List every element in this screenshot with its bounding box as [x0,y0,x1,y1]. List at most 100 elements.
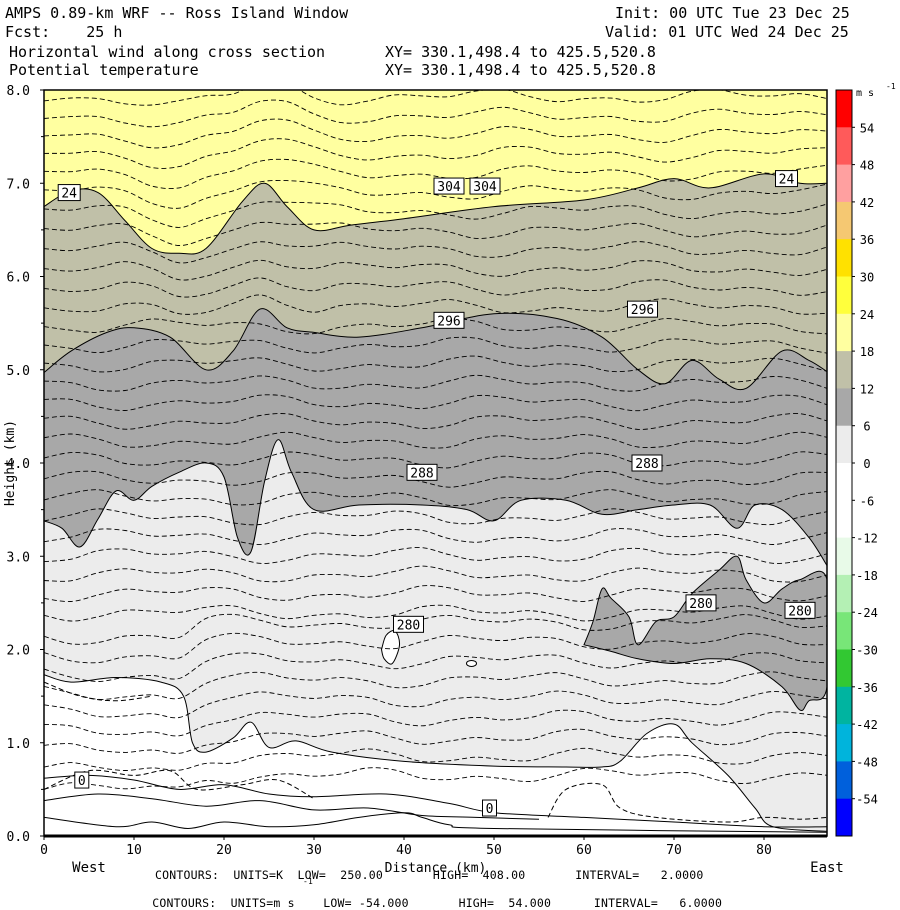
isotherm-16 [44,470,827,488]
colorbar-level-label: -18 [856,569,878,583]
header-line2-right: Valid: 01 UTC Wed 24 Dec 25 [605,23,849,41]
colorbar-swatch [836,463,852,501]
wind-label-1: 24 [775,170,798,188]
x-tick-label: 30 [306,843,322,858]
cross-section-chart: 304 304 296 296 288 288 280 280 280 24 24 0 0 0.0 1.0 2… [3,63,896,876]
colorbar-swatch [836,798,852,837]
isotherm-label-5: 288 [631,454,663,472]
isotherm-2 [44,728,827,754]
isotherm-label-6: 280 [393,615,424,633]
y-tick-label: 5.0 [7,364,30,379]
isotherm-10 [44,585,827,603]
wind-label-box [57,184,81,202]
isotherm-15 [44,489,827,507]
colorbar-level-label: 54 [860,121,874,135]
colorbar-level-label: 24 [860,308,874,322]
isotherm-5 [44,671,827,700]
y-axis-label: Height (km) [3,420,18,506]
isotherm-label-box [631,454,663,472]
x-end-label-east: East [810,860,844,876]
isotherm-8 [44,613,827,645]
colorbar-swatch [836,500,852,539]
header-line3-right: XY= 330.1,498.4 to 425.5,520.8 [385,43,656,61]
wind-closed-contour-6 [380,630,401,665]
x-axis-label: Distance (km) [385,861,487,876]
x-tick-label: 0 [40,843,48,858]
isotherm-30 [44,201,827,228]
isotherm-33 [44,138,827,169]
isotherm-label-text: 304 [437,180,461,195]
colorbar-level-label: 36 [860,233,874,247]
x-tick-label: 50 [486,843,502,858]
x-end-label-west: West [72,860,106,876]
colorbar-swatch [836,537,852,576]
colorbar-level-label: -36 [856,681,878,695]
colorbar-level-label: -42 [856,718,878,732]
isotherm-label-8: 280 [784,601,816,619]
colorbar-level-label: -54 [856,793,878,807]
isotherm-3 [44,709,827,737]
header-line1-left: AMPS 0.89-km WRF -- Ross Island Window [5,4,349,22]
isotherm-27 [44,259,827,281]
isotherm-label-7: 280 [685,594,717,612]
isotherm-label-text: 296 [631,303,654,318]
isotherm-29 [44,221,827,246]
colorbar-level-label: 48 [860,159,874,173]
isotherm-22 [44,355,827,373]
isotherm-label-text: 280 [397,618,420,633]
colorbar-units-sup: -1 [886,82,896,91]
isotherm-label-text: 304 [473,180,497,195]
isotherm-34 [44,118,827,149]
colorbar-level-label: 6 [863,420,870,434]
isotherm-37 [44,63,827,85]
isotherm-12 [44,547,827,564]
colorbar-swatch [836,127,852,166]
isotherm-label-box [627,300,658,318]
header-line1-right: Init: 00 UTC Tue 23 Dec 25 [615,4,850,22]
header-line2-left: Fcst: 25 h [5,23,123,41]
isotherm-23 [44,336,827,354]
isotherm-label-text: 288 [410,466,433,481]
colorbar-swatch [836,164,852,203]
isotherm-label-box [685,594,717,612]
isotherm-label-box [784,601,816,619]
isotherm-label-box [393,615,424,633]
colorbar-swatch [836,761,852,800]
footer-wind-text: CONTOURS: UNITS=m s LOW= -54.000 HIGH= 5… [152,896,723,910]
wind-negative-contour-0 [44,681,153,702]
isotherm-19 [44,413,827,430]
wind-label-2: 0 [74,771,90,789]
colorbar-level-label: 18 [860,345,874,359]
colorbar-swatch [836,612,852,650]
isotherm-24 [44,317,827,335]
wind-label-box [482,799,497,817]
wind-band-fill-24-30 [44,90,827,255]
isotherm-9 [44,604,827,622]
isotherm-label-box [406,463,438,481]
isotherm-4 [44,690,827,719]
isotherm-label-text: 288 [635,457,658,472]
colorbar-level-label: 42 [860,196,874,210]
isotherm-label-text: 280 [788,604,811,619]
isotherm-14 [44,508,827,526]
isotherm-31 [44,180,827,209]
x-tick-label: 70 [666,843,682,858]
colorbar-level-label: 0 [863,457,870,471]
header-line4-left: Potential temperature [9,61,199,79]
y-tick-label: 3.0 [7,550,30,565]
isotherm-7 [44,632,827,664]
isotherm-label-box [433,177,465,195]
isotherm-18 [44,431,827,449]
colorbar-level-label: -30 [856,644,878,658]
isotherm-6 [44,652,827,682]
colorbar-swatch [836,388,852,427]
header-line4-right: XY= 330.1,498.4 to 425.5,520.8 [385,61,656,79]
wind-label-box [775,170,798,188]
y-tick-label: 4.0 [7,457,30,472]
isotherm-label-2: 296 [433,311,465,329]
colorbar-swatch [836,313,852,352]
wind-label-0: 24 [57,184,81,202]
isotherm-13 [44,528,827,546]
isotherm-21 [44,374,827,392]
isotherm-0 [44,767,827,790]
